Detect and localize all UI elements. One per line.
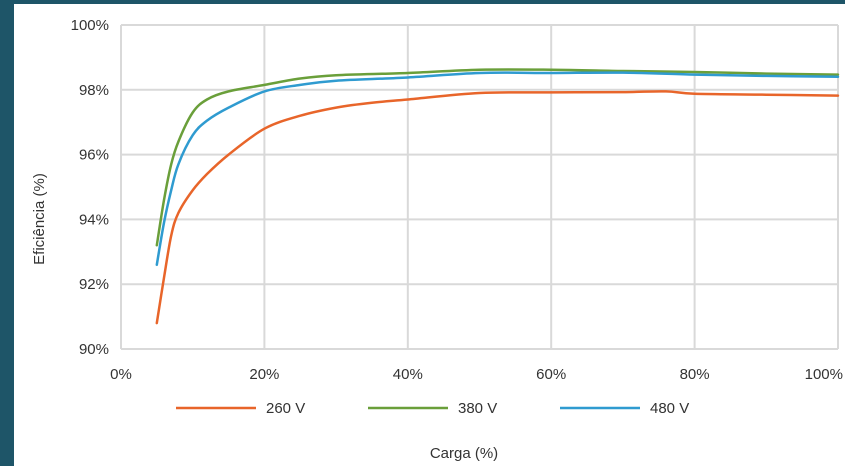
legend-label: 260 V — [266, 400, 305, 417]
series-line-380v — [155, 68, 840, 247]
x-axis-label: Carga (%) — [430, 445, 498, 462]
legend-label: 480 V — [650, 400, 689, 417]
y-tick-label: 96% — [79, 147, 109, 164]
y-axis-label: Eficiência (%) — [31, 173, 48, 265]
y-tick-label: 98% — [79, 82, 109, 99]
x-tick-label: 100% — [805, 366, 843, 383]
y-tick-labels: 90% 92% 94% 96% 98% 100% — [71, 17, 109, 358]
y-tick-label: 100% — [71, 17, 109, 34]
series-line-260v — [155, 90, 840, 325]
x-tick-label: 60% — [536, 366, 566, 383]
x-tick-labels: 0% 20% 40% 60% 80% 100% — [110, 366, 843, 383]
x-tick-label: 0% — [110, 366, 132, 383]
x-tick-label: 20% — [249, 366, 279, 383]
series-lines — [155, 68, 840, 325]
series-line-480v — [155, 71, 840, 267]
legend: 260 V 380 V 480 V — [176, 400, 689, 417]
y-tick-label: 92% — [79, 276, 109, 293]
legend-label: 380 V — [458, 400, 497, 417]
efficiency-chart: 90% 92% 94% 96% 98% 100% 0% 20% 40% 60% 80% 100% 2… — [31, 17, 843, 462]
y-tick-label: 94% — [79, 211, 109, 228]
x-tick-label: 40% — [393, 366, 423, 383]
chart-panel: 90% 92% 94% 96% 98% 100% 0% 20% 40% 60% 80% 100% 2… — [14, 4, 845, 466]
y-tick-label: 90% — [79, 341, 109, 358]
x-tick-label: 80% — [680, 366, 710, 383]
